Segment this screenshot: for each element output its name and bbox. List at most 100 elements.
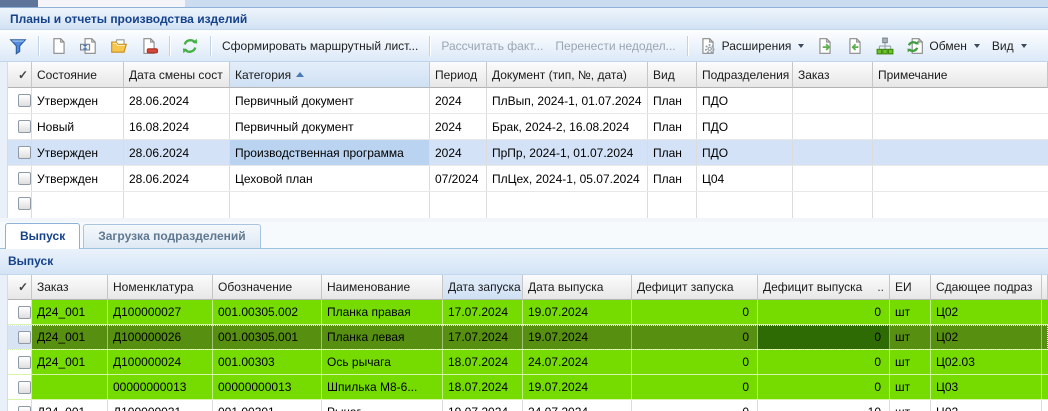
cell-launch-date[interactable]: 17.07.2024 [443,300,523,324]
cell-period[interactable]: 2024 [430,88,487,113]
row-checkbox[interactable] [18,355,31,369]
cell-order[interactable] [793,140,873,165]
cell-period[interactable]: 2024 [430,140,487,165]
cell-release-deficit[interactable]: 0 [758,375,890,399]
cell-state-date[interactable]: 28.06.2024 [124,166,230,191]
cell-order[interactable]: Д24_001 [32,350,108,374]
cell-document[interactable]: ПлВып, 2024-1, 01.07.2024 [487,88,648,113]
cell-state[interactable]: Утвержден [32,140,124,165]
row-checkbox-cell[interactable] [0,400,32,411]
cell-order[interactable]: Д24_001 [32,300,108,324]
cell-release-deficit-focused[interactable]: 0 [758,325,890,349]
cell-note[interactable] [873,114,1048,139]
column-header-document[interactable]: Документ (тип, №, дата) [487,62,648,88]
cell-release-deficit[interactable]: 0 [758,300,890,324]
table-row-selected[interactable]: Д24_001 Д100000026 001.00305.001 Планка … [0,325,1048,350]
cell-unit[interactable]: шт [890,350,931,374]
row-checkbox[interactable] [18,146,31,159]
column-header-order[interactable]: Заказ [32,275,108,300]
cell-designation[interactable]: 001.00305.001 [213,325,322,349]
cell-unit[interactable]: шт [890,325,931,349]
cell-release-deficit[interactable]: 10 [758,400,890,411]
exchange-button[interactable]: Обмен [901,34,985,58]
column-header-release-deficit[interactable]: Дефицит выпуска.. [758,275,890,300]
cell-category-focused[interactable]: Производственная программа [230,140,430,165]
cell-launch-date[interactable]: 17.07.2024 [443,325,523,349]
cell-state-date[interactable]: 28.06.2024 [124,88,230,113]
cell-divisions[interactable]: ПДО [697,114,793,139]
table-row[interactable]: Д24_001 Д100000024 001.00303 Ось рычага … [0,350,1048,375]
row-checkbox[interactable] [18,380,31,394]
cell-order[interactable] [32,375,108,399]
cell-delivering-division[interactable]: Ц02 [931,325,1042,349]
extensions-button[interactable]: Расширения [694,34,810,58]
row-checkbox[interactable] [18,94,31,107]
cell-launch-date[interactable]: 18.07.2024 [443,375,523,399]
cell-launch-date[interactable]: 18.07.2024 [443,350,523,374]
cell-name[interactable]: Шпилька М8-6... [322,375,443,399]
column-header-category[interactable]: Категория [230,62,430,88]
column-header-designation[interactable]: Обозначение [213,275,322,300]
cell-name[interactable]: Планка правая [322,300,443,324]
column-header-kind[interactable]: Вид [648,62,697,88]
splitter[interactable] [0,218,1048,222]
table-row[interactable]: Д24_001 Д100000031 001.00301 Рычаг 19.07… [0,400,1048,411]
cell-category[interactable]: Цеховой план [230,166,430,191]
new-document-button[interactable] [45,34,73,58]
cell-divisions[interactable]: ПДО [697,88,793,113]
cell-unit[interactable]: шт [890,300,931,324]
cell-name[interactable]: Ось рычага [322,350,443,374]
tab-division-load[interactable]: Загрузка подразделений [83,224,261,248]
cell-designation[interactable]: 001.00305.002 [213,300,322,324]
row-checkbox[interactable] [18,172,31,185]
column-header-delivering-division[interactable]: Сдающее подраз [931,275,1042,300]
cell-order[interactable]: Д24_001 [32,325,108,349]
column-header-period[interactable]: Период [430,62,487,88]
cell-nomenclature[interactable]: 00000000013 [108,375,213,399]
column-header-name[interactable]: Наименование [322,275,443,300]
row-checkbox-cell[interactable] [0,114,32,139]
cell-note[interactable] [873,140,1048,165]
cell-note[interactable] [873,88,1048,113]
cell-launch-date[interactable]: 19.07.2024 [443,400,523,411]
cell-delivering-division[interactable]: Ц02 [931,300,1042,324]
refresh-button[interactable] [176,34,204,58]
cell-nomenclature[interactable]: Д100000024 [108,350,213,374]
edit-document-button[interactable] [75,34,103,58]
row-checkbox-cell[interactable] [0,350,32,374]
row-checkbox-cell[interactable] [0,375,32,399]
cell-order[interactable] [793,88,873,113]
open-folder-button[interactable] [105,34,133,58]
cell-note[interactable] [873,166,1048,191]
table-row[interactable]: Новый 16.08.2024 Первичный документ 2024… [0,114,1048,140]
cell-release-date[interactable]: 19.07.2024 [523,300,632,324]
table-row[interactable]: Д24_001 Д100000027 001.00305.002 Планка … [0,300,1048,325]
cell-designation[interactable]: 001.00303 [213,350,322,374]
cell-launch-deficit[interactable]: 0 [632,400,758,411]
filter-button[interactable] [4,34,32,58]
cell-document[interactable]: ПрПр, 2024-1, 01.07.2024 [487,140,648,165]
table-row[interactable]: Утвержден 28.06.2024 Цеховой план 07/202… [0,166,1048,192]
column-header-order[interactable]: Заказ [793,62,873,88]
cell-unit[interactable]: шт [890,375,931,399]
cell-unit[interactable]: шт [890,400,931,411]
cell-document[interactable]: Брак, 2024-2, 16.08.2024 [487,114,648,139]
tab-output[interactable]: Выпуск [5,223,81,249]
cell-period[interactable]: 07/2024 [430,166,487,191]
row-checkbox-cell[interactable] [0,88,32,113]
cell-designation[interactable]: 001.00301 [213,400,322,411]
cell-state[interactable]: Утвержден [32,88,124,113]
cell-nomenclature[interactable]: Д100000031 [108,400,213,411]
route-sheet-button[interactable]: Сформировать маршрутный лист... [222,38,419,53]
hierarchy-button[interactable] [871,34,899,58]
column-header-launch-date[interactable]: Дата запуска [443,275,523,300]
table-row-selected[interactable]: Утвержден 28.06.2024 Производственная пр… [0,140,1048,166]
cell-kind[interactable]: План [648,140,697,165]
export-document-button[interactable] [811,34,839,58]
cell-launch-deficit[interactable]: 0 [632,300,758,324]
cell-launch-deficit[interactable]: 0 [632,375,758,399]
cell-release-date[interactable]: 24.07.2024 [523,350,632,374]
import-document-button[interactable] [841,34,869,58]
column-header-release-date[interactable]: Дата выпуска [523,275,632,300]
cell-order[interactable]: Д24_001 [32,400,108,411]
